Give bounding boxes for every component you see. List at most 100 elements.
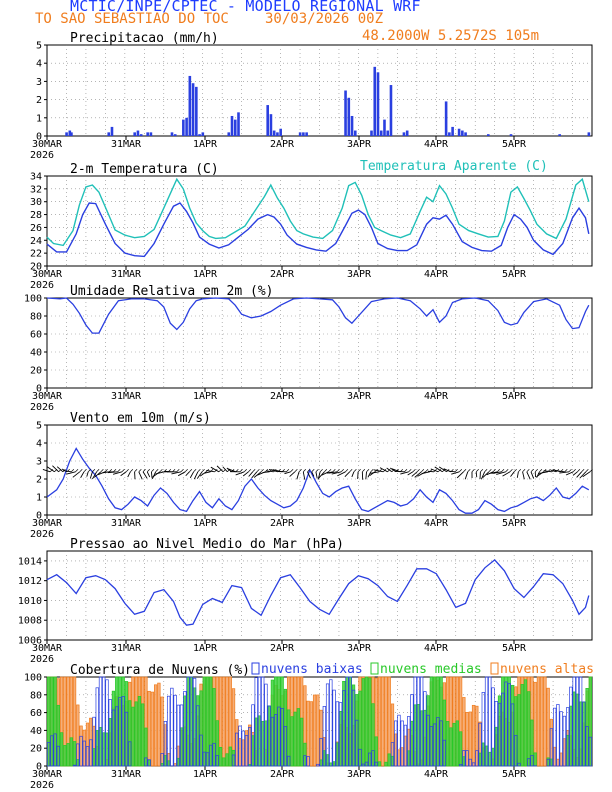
clouds-bar-medias	[63, 745, 67, 767]
clouds-bar-medias	[225, 753, 229, 767]
precip-bar	[188, 75, 192, 136]
wind-xtick-label: 4APR	[424, 518, 449, 529]
clouds-bar-medias	[228, 746, 232, 767]
clouds-bar-medias	[387, 753, 391, 767]
wind-barb	[317, 471, 321, 480]
clouds-bar-medias	[66, 743, 70, 767]
clouds-bar-medias	[491, 747, 495, 767]
clouds-bar-altas	[471, 704, 476, 767]
wind-barb-flag	[104, 469, 108, 473]
clouds-bar-medias	[585, 688, 589, 767]
wind-barb	[427, 470, 435, 473]
clouds-bar-baixas	[56, 745, 60, 767]
precip-frame	[46, 44, 593, 137]
temperature-xtick-label: 2APR	[270, 269, 295, 280]
clouds-bar-baixas	[348, 676, 352, 767]
wind-barb-flag	[370, 469, 374, 473]
clouds-bar-baixas	[582, 701, 586, 767]
wind-barb-flag	[534, 469, 538, 473]
clouds-bar-baixas	[420, 676, 424, 767]
clouds-bar-baixas	[527, 758, 531, 767]
clouds-bar-medias	[215, 720, 219, 767]
wind-barb-flag	[564, 469, 568, 473]
wind-barb-flag	[163, 469, 167, 473]
wind-barb-flag	[294, 469, 298, 473]
clouds-bar-medias	[478, 752, 482, 767]
clouds-bar-baixas	[345, 676, 349, 767]
clouds-bar-medias	[141, 703, 145, 767]
clouds-bar-baixas	[546, 758, 550, 767]
clouds-bar-altas	[222, 676, 226, 767]
precip-title: Precipitacao (mm/h)	[70, 31, 219, 46]
wind-barb-flag	[526, 469, 530, 473]
clouds-bar-baixas	[118, 697, 122, 767]
clouds-bar-medias	[199, 690, 203, 767]
precip-bar	[185, 117, 188, 136]
wind-barb	[72, 471, 81, 478]
humidity-xtick-label: 4APR	[424, 391, 449, 402]
clouds-bar-baixas	[530, 755, 534, 767]
precip-panel	[44, 44, 593, 140]
clouds-bar-baixas	[335, 701, 339, 767]
clouds-bar-baixas	[553, 707, 557, 767]
clouds-bar-altas	[150, 691, 155, 767]
clouds-bar-baixas	[426, 714, 430, 767]
wind-barb-flag	[201, 469, 205, 473]
wind-barb	[112, 471, 123, 475]
precip-bar	[376, 72, 380, 136]
pressure-xtick-label: 1APR	[193, 643, 218, 654]
clouds-xtick-label: 4APR	[424, 769, 449, 780]
clouds-bar-medias	[384, 761, 388, 767]
clouds-bar-baixas	[481, 692, 485, 767]
wind-barb	[302, 471, 306, 480]
clouds-bar-medias	[455, 720, 459, 767]
clouds-bar-altas	[173, 763, 177, 767]
wind-barb	[42, 469, 51, 473]
clouds-bar-baixas	[403, 724, 408, 767]
wind-barb	[559, 471, 570, 474]
clouds-bar-medias	[484, 745, 489, 767]
wind-barb	[386, 467, 393, 473]
clouds-bar-baixas	[147, 759, 151, 767]
clouds-bar-altas	[157, 682, 161, 767]
wind-barb-flag	[79, 469, 83, 473]
precip-bar	[298, 132, 302, 136]
clouds-bar-baixas	[199, 734, 203, 767]
humidity-year-label: 2026	[30, 402, 54, 413]
temperature-ytick-label: 24	[30, 236, 42, 247]
clouds-bar-medias	[569, 705, 573, 767]
wind-ytick-label: 1	[36, 493, 42, 504]
clouds-title: Cobertura de Nuvens (%)	[70, 663, 250, 678]
wind-barb-flag	[421, 469, 425, 473]
wind-barb	[210, 466, 220, 473]
clouds-bar-medias	[121, 676, 125, 767]
clouds-bar-medias	[76, 759, 80, 767]
clouds-bar-medias	[523, 679, 528, 767]
clouds-xtick-label: 30MAR	[32, 769, 63, 780]
clouds-bar-baixas	[163, 721, 168, 767]
temperature-xtick-label: 3APR	[347, 269, 372, 280]
clouds-bar-baixas	[332, 689, 336, 767]
clouds-bar-baixas	[397, 714, 401, 767]
clouds-bar-baixas	[212, 742, 216, 767]
clouds-bar-baixas	[209, 744, 213, 767]
clouds-bar-baixas	[274, 714, 278, 767]
clouds-bar-baixas	[329, 679, 333, 767]
temperature-series-blue-line	[46, 202, 590, 258]
precip-ytick-label: 5	[36, 41, 42, 52]
wind-barb	[373, 469, 384, 473]
precip-bar	[509, 134, 513, 136]
clouds-bar-medias	[267, 705, 271, 767]
clouds-bar-medias	[176, 757, 181, 767]
wind-barb-flag	[256, 469, 260, 473]
clouds-bar-medias	[166, 760, 171, 767]
clouds-bar-altas	[241, 739, 245, 767]
wind-barb-flag	[332, 469, 336, 473]
clouds-bar-medias	[390, 755, 395, 767]
precip-bar	[70, 132, 73, 136]
clouds-bar-altas	[462, 697, 466, 767]
clouds-bar-baixas	[436, 717, 440, 767]
clouds-bar-medias	[458, 731, 463, 767]
clouds-bar-baixas	[179, 704, 184, 767]
wind-barb	[579, 471, 587, 479]
